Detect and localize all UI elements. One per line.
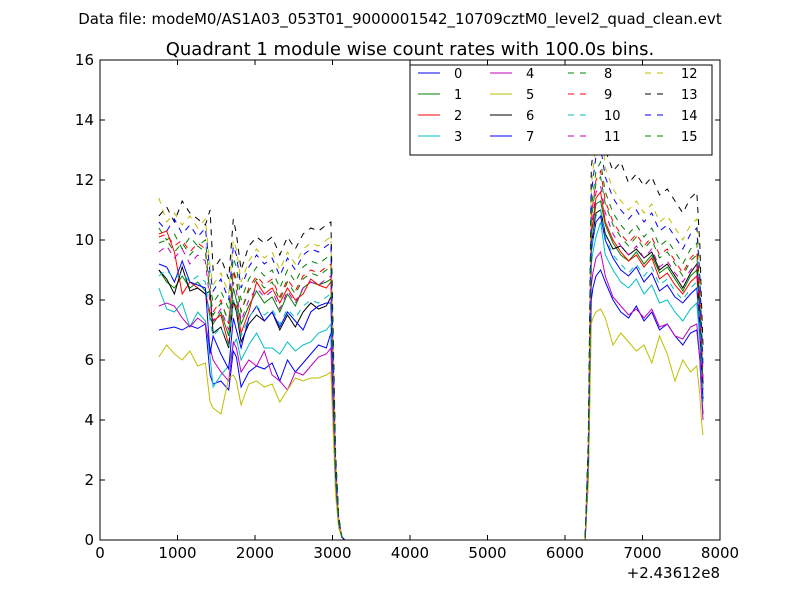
x-tick-label: 2000 [236,544,274,562]
y-tick-label: 8 [84,291,94,309]
y-tick-label: 4 [84,411,94,429]
y-tick-label: 6 [84,351,94,369]
y-tick-label: 10 [75,231,94,249]
legend-label-9: 9 [604,88,612,103]
series-line-5 [158,308,704,541]
chart-title: Quadrant 1 module wise count rates with … [166,39,655,60]
legend-label-14: 14 [681,109,698,124]
series-line-13 [158,104,704,541]
y-tick-label: 12 [75,171,94,189]
y-tick-label: 2 [84,471,94,489]
series-line-15 [158,175,704,541]
legend-frame [409,64,713,156]
x-tick-label: 5000 [468,544,506,562]
legend-label-7: 7 [526,130,534,145]
legend-label-15: 15 [681,130,698,145]
legend-label-8: 8 [604,67,612,82]
legend-label-5: 5 [526,88,534,103]
legend-label-13: 13 [681,88,698,103]
x-tick-label: 1000 [158,544,196,562]
legend-label-2: 2 [454,109,462,124]
series-line-10 [158,208,704,541]
x-tick-label: 3000 [313,544,351,562]
legend-label-10: 10 [604,109,621,124]
legend-label-3: 3 [454,130,462,145]
x-tick-label: 4000 [391,544,429,562]
series-line-11 [158,184,704,541]
x-offset-label: +2.43612e8 [627,564,720,582]
series-layer [158,104,704,541]
x-tick-label: 6000 [546,544,584,562]
y-tick-label: 0 [84,531,94,549]
legend-label-0: 0 [454,67,462,82]
legend-label-4: 4 [526,67,534,82]
x-tick-label: 8000 [701,544,739,562]
legend-label-1: 1 [454,88,462,103]
x-tick-label: 0 [95,544,105,562]
series-line-4 [158,250,704,541]
data-file-suptitle: Data file: modeM0/AS1A03_053T01_90000015… [78,10,722,29]
y-tick-label: 14 [75,111,94,129]
series-line-8 [158,160,704,541]
legend-label-11: 11 [604,130,621,145]
axes-layer: 0 1000 2000 3000 4000 5000 6000 7000 80000246810… [75,51,739,562]
x-tick-label: 7000 [623,544,661,562]
series-line-9 [158,169,704,541]
y-tick-label: 16 [75,51,94,69]
legend-label-6: 6 [526,109,534,124]
legend-label-12: 12 [681,67,698,82]
